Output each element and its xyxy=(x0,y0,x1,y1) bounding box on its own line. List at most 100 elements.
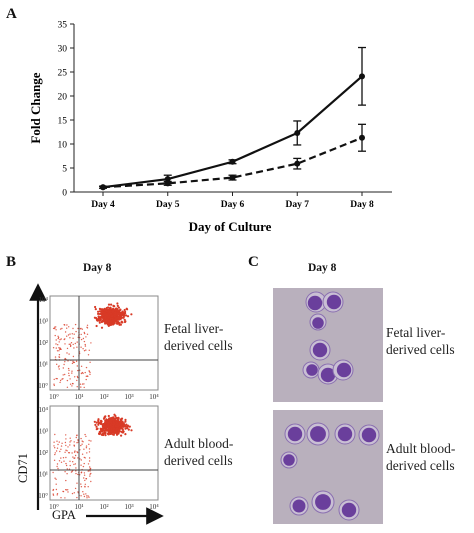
flow-event xyxy=(63,373,66,376)
cell-nucleus xyxy=(307,295,323,311)
flow-event xyxy=(104,434,107,437)
flow-event xyxy=(116,304,119,307)
y-tick-label: 10¹ xyxy=(39,361,48,369)
flow-plot-adult: 10°10° 10¹ 10¹ 10² 10² 10³ 10³ 10⁴ 10⁴ xyxy=(38,405,159,511)
flow-event xyxy=(60,445,63,447)
flow-event xyxy=(53,441,55,443)
x-tick-label: 10⁴ xyxy=(149,393,159,401)
flow-event xyxy=(64,451,66,453)
flow-event xyxy=(101,308,105,311)
y-tick-label: 10° xyxy=(38,492,48,500)
flow-event xyxy=(109,306,112,309)
flow-event xyxy=(89,473,91,475)
flow-event xyxy=(99,318,102,321)
flow-event xyxy=(94,305,97,309)
flow-event xyxy=(86,497,88,499)
flow-event xyxy=(89,470,91,472)
flow-event xyxy=(64,343,66,345)
flow-event xyxy=(118,423,121,426)
flow-event xyxy=(99,419,103,422)
flow-event xyxy=(54,326,56,328)
flow-event xyxy=(90,342,92,344)
flow-event xyxy=(115,430,118,433)
flow-event xyxy=(100,326,104,329)
flow-event xyxy=(108,310,111,313)
flow-event xyxy=(76,451,78,453)
flow-event xyxy=(63,363,65,366)
flow-event xyxy=(73,451,76,453)
flow-event xyxy=(64,361,66,363)
flow-event xyxy=(109,308,112,311)
flow-event xyxy=(62,457,65,459)
flow-event xyxy=(52,489,54,492)
flow-event xyxy=(77,376,79,379)
flow-event xyxy=(60,338,62,340)
flow-event xyxy=(110,303,113,306)
panel-b-title: Day 8 xyxy=(83,262,112,274)
micrograph-label-fetal: Fetal liver-derived cells xyxy=(386,325,455,357)
flow-event xyxy=(65,464,68,467)
flow-event xyxy=(66,335,68,337)
chart-series xyxy=(99,46,366,191)
flow-event xyxy=(53,459,56,461)
flow-event xyxy=(93,420,96,423)
flow-event xyxy=(58,356,60,358)
flow-event xyxy=(120,321,123,324)
flow-event xyxy=(117,309,120,312)
y-tick-label: 10¹ xyxy=(39,471,48,479)
y-tick-label: 25 xyxy=(58,69,68,79)
cell-nucleus xyxy=(292,499,306,513)
data-point xyxy=(229,158,236,165)
flow-event xyxy=(57,335,59,337)
flow-event xyxy=(114,414,117,418)
flow-event xyxy=(106,419,109,422)
x-tick-label: Day 6 xyxy=(221,200,245,210)
flow-event xyxy=(58,460,61,462)
flow-event xyxy=(55,483,57,485)
series-line-solid xyxy=(102,75,363,189)
flow-event xyxy=(56,493,59,495)
flow-event xyxy=(56,465,58,468)
flow-event xyxy=(101,423,104,427)
flow-event xyxy=(127,428,130,431)
micrograph-adult xyxy=(273,410,383,524)
flow-event xyxy=(64,441,67,444)
flow-event xyxy=(65,462,67,465)
y-tick-label: 35 xyxy=(58,21,68,31)
flow-event xyxy=(76,496,78,499)
flow-event xyxy=(69,343,72,345)
y-tick-label: 10⁴ xyxy=(39,406,49,414)
flow-event xyxy=(69,464,71,467)
flow-event xyxy=(71,385,73,387)
flow-event xyxy=(107,418,111,421)
flow-event xyxy=(68,326,70,328)
flow-event xyxy=(80,464,82,466)
flow-event xyxy=(102,432,105,435)
flow-event xyxy=(64,471,66,473)
flow-event xyxy=(85,378,87,381)
flow-event xyxy=(52,471,54,474)
flow-event xyxy=(77,457,79,459)
x-tick-label: Day 8 xyxy=(350,200,374,210)
flow-event xyxy=(124,427,127,430)
series-dashed xyxy=(99,123,366,191)
flow-event xyxy=(71,370,73,372)
data-point xyxy=(229,174,236,181)
y-tick-label: 0 xyxy=(62,189,67,199)
flow-event xyxy=(69,460,71,462)
cell-nucleus xyxy=(312,317,324,329)
flow-event xyxy=(105,309,108,312)
flow-event xyxy=(56,363,58,365)
flow-event xyxy=(60,457,62,459)
flow-event xyxy=(86,495,88,497)
flow-event xyxy=(65,456,67,459)
flow-event xyxy=(88,349,91,351)
flow-event xyxy=(103,429,106,432)
x-tick-label: 10² xyxy=(99,393,108,401)
flow-event xyxy=(88,457,91,459)
flow-plot-fetal: 10°10° 10¹ 10¹ 10² 10² 10³ 10³ 10⁴ 10⁴ xyxy=(38,295,159,401)
chart-axes xyxy=(73,24,392,193)
y-tick-label: 5 xyxy=(62,165,67,175)
flow-event xyxy=(86,375,89,377)
